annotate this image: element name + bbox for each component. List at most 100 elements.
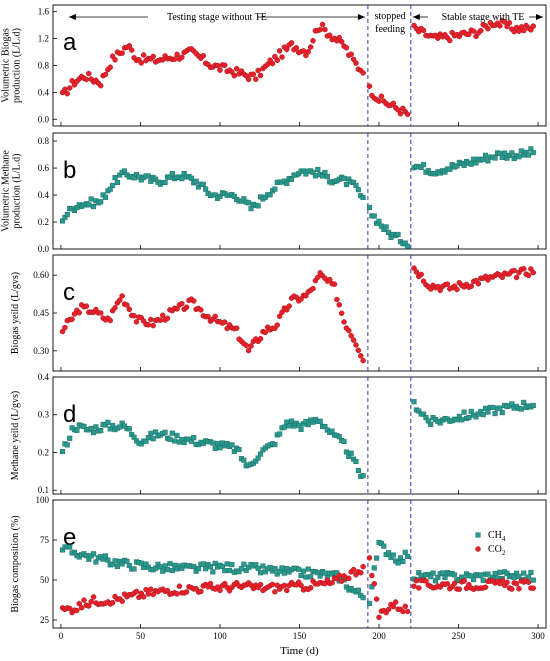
data-point <box>241 457 247 463</box>
data-point <box>506 20 513 26</box>
data-point <box>376 218 382 224</box>
data-point <box>248 206 254 212</box>
data-point <box>110 182 116 188</box>
data-point <box>272 186 278 192</box>
data-point <box>317 418 323 424</box>
data-point <box>373 596 380 602</box>
data-point <box>312 173 318 179</box>
x-tick-label: 300 <box>531 631 545 641</box>
data-point <box>126 306 133 313</box>
panel-frame <box>52 132 547 250</box>
y-tick-label: 0.0 <box>38 244 50 254</box>
data-point <box>119 598 125 604</box>
data-point <box>255 67 261 74</box>
data-point <box>307 585 314 591</box>
data-point <box>353 342 359 348</box>
data-point <box>193 178 199 184</box>
data-point <box>530 269 537 276</box>
data-point <box>305 566 311 572</box>
data-point <box>502 150 508 156</box>
data-point <box>126 43 133 49</box>
data-point <box>126 426 132 432</box>
y-tick-label: 0.1 <box>38 485 49 495</box>
data-point <box>461 578 467 584</box>
data-point <box>245 76 252 83</box>
data-point <box>466 31 472 38</box>
data-point <box>390 603 397 610</box>
data-point <box>353 60 359 66</box>
data-point <box>257 335 264 342</box>
data-point <box>416 585 422 591</box>
data-point <box>272 589 278 595</box>
data-point <box>148 316 154 323</box>
data-point <box>217 445 223 451</box>
data-point <box>315 274 321 281</box>
data-point <box>525 579 532 586</box>
data-point <box>198 588 204 595</box>
data-point <box>67 435 73 441</box>
panel-frame <box>52 254 547 372</box>
panel-b: 0.0 0.2 0.4 0.6 0.8 Volumetric Methane product… <box>1 132 547 254</box>
data-point <box>229 442 235 448</box>
data-point <box>131 566 137 572</box>
y-tick-label: 0.6 <box>38 163 50 173</box>
data-point <box>69 316 75 323</box>
data-point <box>64 212 70 218</box>
data-point <box>109 599 116 606</box>
data-point <box>279 309 285 316</box>
panel-letter: e <box>63 524 76 551</box>
data-point <box>105 419 111 425</box>
legend-label: CH4 <box>488 530 506 543</box>
data-point <box>366 600 373 606</box>
data-point <box>371 565 377 571</box>
data-point <box>174 591 180 597</box>
data-point <box>288 40 295 46</box>
data-point <box>341 319 347 325</box>
data-point <box>88 425 94 431</box>
data-point <box>343 181 349 188</box>
data-point <box>341 438 347 445</box>
data-point <box>91 204 97 210</box>
data-point <box>405 243 411 249</box>
panel-letter: a <box>63 29 77 56</box>
data-point <box>281 582 288 589</box>
data-point <box>145 173 151 179</box>
data-point <box>497 405 503 411</box>
y-tick-label: 0.4 <box>38 372 50 382</box>
data-point <box>174 51 180 58</box>
data-point <box>374 555 380 561</box>
data-point <box>133 588 140 595</box>
legend-item: CO2 <box>475 544 506 557</box>
data-point <box>188 175 194 181</box>
data-point <box>272 565 278 572</box>
data-point <box>212 313 218 320</box>
data-point <box>348 333 354 339</box>
data-point <box>222 568 228 574</box>
data-point <box>117 297 123 303</box>
data-point <box>222 62 228 68</box>
data-point <box>324 174 330 180</box>
data-point <box>277 431 283 437</box>
data-point <box>451 580 458 587</box>
data-point <box>119 293 125 299</box>
data-point <box>288 176 295 182</box>
data-point <box>245 347 252 354</box>
y-axis-label: Biogas yeild (L/gvs) <box>10 272 21 354</box>
data-point <box>331 281 338 287</box>
data-point <box>76 600 82 607</box>
data-point <box>513 581 520 587</box>
data-point <box>107 64 114 71</box>
stage-arrowhead-right <box>357 14 365 20</box>
data-point <box>466 414 472 421</box>
data-point <box>355 467 361 474</box>
data-point <box>482 584 489 590</box>
data-point <box>459 417 465 423</box>
data-point <box>176 583 183 590</box>
data-point <box>224 561 230 567</box>
data-point <box>442 575 448 581</box>
data-point <box>157 564 163 570</box>
data-point <box>497 569 503 575</box>
data-point <box>420 27 427 34</box>
data-point <box>272 442 278 448</box>
